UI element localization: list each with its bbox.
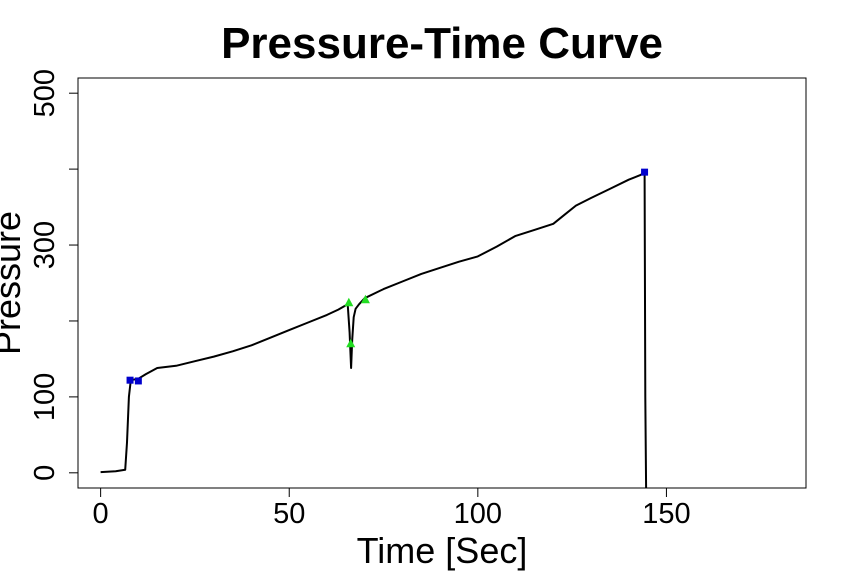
y-axis-label: Pressure bbox=[0, 211, 28, 355]
y-tick-label: 300 bbox=[29, 221, 61, 269]
x-axis: 0 50 100 150 bbox=[93, 487, 691, 530]
pressure-line bbox=[100, 171, 648, 489]
marker-layer bbox=[126, 168, 649, 385]
plot-frame bbox=[77, 77, 807, 489]
x-tick-label: 150 bbox=[642, 498, 690, 530]
y-axis: 0 100 300 500 bbox=[29, 69, 79, 481]
square-marker bbox=[126, 376, 134, 384]
triangle-marker bbox=[346, 338, 356, 348]
triangle-marker bbox=[360, 294, 370, 304]
y-tick-label: 100 bbox=[29, 373, 61, 421]
triangle-marker bbox=[344, 297, 354, 307]
x-tick-label: 50 bbox=[273, 498, 305, 530]
y-tick-label: 500 bbox=[29, 69, 61, 117]
x-axis-label: Time [Sec] bbox=[357, 530, 528, 571]
x-tick-label: 100 bbox=[454, 498, 502, 530]
square-marker bbox=[641, 168, 649, 176]
square-marker bbox=[134, 377, 142, 385]
series-layer bbox=[100, 171, 648, 489]
y-tick-label: 0 bbox=[29, 465, 61, 481]
x-tick-label: 0 bbox=[93, 498, 109, 530]
chart-title: Pressure-Time Curve bbox=[221, 19, 663, 68]
